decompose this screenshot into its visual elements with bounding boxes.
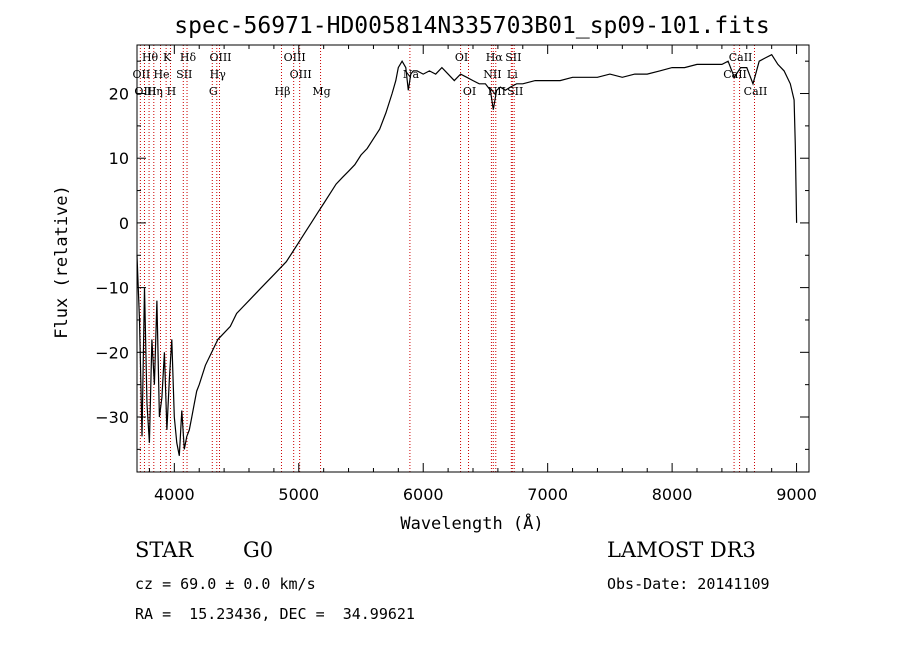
spectral-line-label: K [163,51,172,64]
y-tick-label: 20 [109,85,129,104]
y-axis-ticks: −30 −20 −10 0 10 20 [95,60,809,450]
spectral-line-label: CaII [729,51,753,64]
spectral-line-label: Li [507,68,518,81]
y-tick-label: −20 [95,343,129,362]
x-tick-label: 8000 [652,485,693,504]
spectral-line-labels: Hθ OII OIII K He Hη Hδ SII H OIII Hγ G OIII OIII Hβ Mg N… [133,51,768,98]
object-class: STAR [135,538,194,562]
y-axis-label: Flux (relative) [52,185,72,339]
spectral-line-label: Hα [486,51,504,64]
y-tick-label: −30 [95,408,129,427]
spectral-line-label: OIII [209,51,231,64]
spectral-line-label: CaII [744,85,768,98]
x-tick-label: 4000 [154,485,195,504]
redshift-velocity: cz = 69.0 ± 0.0 km/s [135,575,316,593]
spectral-line-label: G [209,85,218,98]
observation-date: Obs-Date: 20141109 [607,575,770,593]
spectral-line-label: OIII [134,85,156,98]
spectral-line-markers [139,45,755,472]
x-tick-label: 7000 [527,485,568,504]
x-tick-label: 5000 [278,485,319,504]
spectral-line-label: OI [455,51,468,64]
x-axis-label: Wavelength (Å) [400,512,543,534]
spectral-line-label: SII [176,68,192,81]
spectral-line-label: OIII [290,68,312,81]
spectral-line-label: H [167,85,177,98]
coordinates: RA = 15.23436, DEC = 34.99621 [135,605,415,623]
spectral-line-label: OI [463,85,476,98]
x-axis-ticks: 4000 5000 6000 7000 8000 9000 [148,45,817,504]
flux-series-line [136,53,798,456]
survey-name: LAMOST DR3 [607,538,756,562]
spectral-line-label: Mg [312,85,330,98]
y-tick-label: −10 [95,279,129,298]
spectral-line-label: Hθ [142,51,159,64]
plot-frame [136,44,810,473]
x-tick-label: 6000 [403,485,444,504]
spectral-line-label: Hβ [275,85,291,98]
spectral-line-label: OII [133,68,151,81]
spectral-line-label: CaII [723,68,747,81]
spectral-line-label: OIII [284,51,306,64]
y-tick-label: 0 [119,214,129,233]
spectral-line-label: SII [507,85,523,98]
y-tick-label: 10 [109,149,129,168]
spectral-line-label: He [153,68,169,81]
object-subclass: G0 [243,538,274,562]
x-tick-label: 9000 [776,485,817,504]
spectral-line-label: Hδ [180,51,197,64]
spectral-line-label: SII [505,51,521,64]
spectral-line-label: Hη [147,85,163,98]
spectral-line-label: NII [483,68,501,81]
spectral-line-label: Hγ [210,68,227,81]
chart-title: spec-56971-HD005814N335703B01_sp09-101.f… [174,13,769,39]
